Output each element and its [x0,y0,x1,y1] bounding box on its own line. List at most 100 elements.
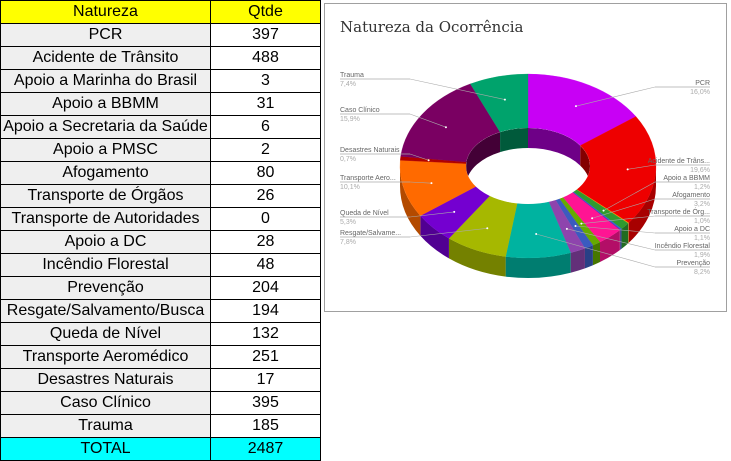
leader-line [566,228,656,251]
label-anchor [430,182,433,185]
table-row: Transporte de Órgãos 26 [0,184,321,208]
slice-side [584,245,593,269]
natureza-cell: Acidente de Trânsito [0,46,211,70]
slice-inner-wall [528,128,581,166]
leader-line [409,153,429,161]
table-row: Apoio a DC 28 [0,230,321,254]
qtde-cell: 397 [210,23,321,47]
natureza-cell: Apoio a Secretaria da Saúde [0,115,211,139]
natureza-cell: Resgate/Salvamento/Busca [0,299,211,323]
slice-percent: 19,6% [690,167,710,174]
slice-percent: 3,2% [694,201,710,208]
qtde-cell: 28 [210,230,321,254]
qtde-cell: 48 [210,253,321,277]
donut-chart: Trauma 7,4% Caso Clínico 15,9% Desastres Nat… [340,72,711,278]
qtde-cell: 31 [210,92,321,116]
slice-percent: 5,3% [340,219,356,226]
label-anchor [626,168,629,171]
table-row: Prevenção 204 [0,276,321,300]
label-anchor [444,126,447,129]
slice-label: Resgate/Salvame... [340,230,401,237]
slice-side [628,166,656,243]
slice-side [620,228,622,250]
table-row: Desastres Naturais 17 [0,368,321,392]
table-row: Afogamento 80 [0,161,321,185]
label-anchor [453,210,456,213]
table-row: Trauma 185 [0,414,321,438]
natureza-cell: Queda de Nível [0,322,211,346]
slice-percent: 15,9% [340,116,360,123]
qtde-cell: 6 [210,115,321,139]
natureza-cell: PCR [0,23,211,47]
natureza-cell: Apoio a Marinha do Brasil [0,69,211,93]
table-row: Incêndio Florestal 48 [0,253,321,277]
table-row: Transporte de Autoridades 0 [0,207,321,231]
natureza-table: Natureza Qtde PCR 397 Acidente de Trânsito 48… [0,0,321,461]
slice-percent: 16,0% [690,89,710,96]
leader-line [603,181,656,211]
slice-side [592,242,601,266]
slice-percent: 7,4% [340,81,356,88]
table-row: Queda de Nível 132 [0,322,321,346]
leader-line [409,228,488,238]
natureza-cell: Incêndio Florestal [0,253,211,277]
leader-line [575,225,656,234]
slice-label: Apoio a BBMM [663,175,710,182]
table-row: Apoio a Marinha do Brasil 3 [0,69,321,93]
table-row: Acidente de Trânsito 488 [0,46,321,70]
natureza-cell: Apoio a DC [0,230,211,254]
slice-label: Prevenção [677,260,711,267]
slice-label: Caso Clínico [340,107,380,114]
slice-side [570,248,585,273]
qtde-cell: Qtde [210,0,321,24]
natureza-cell: Apoio a PMSC [0,138,211,162]
table-row: Apoio a BBMM 31 [0,92,321,116]
label-anchor [580,222,583,225]
table-row: Caso Clínico 395 [0,391,321,415]
qtde-cell: 204 [210,276,321,300]
slice-percent: 1,0% [694,218,710,225]
qtde-cell: 26 [210,184,321,208]
qtde-cell: 488 [210,46,321,70]
qtde-cell: 185 [210,414,321,438]
qtde-cell: 132 [210,322,321,346]
slice-label: Transporte Aero... [340,175,396,182]
label-anchor [535,233,538,236]
slice-label: Afogamento [672,192,710,199]
chart-title: Natureza da Ocorrência [340,18,524,36]
table-row: Transporte Aeromédico 251 [0,345,321,369]
label-anchor [503,98,506,101]
natureza-cell: Afogamento [0,161,211,185]
slice-side [505,252,571,278]
table-row: Apoio a Secretaria da Saúde 6 [0,115,321,139]
table-row: PCR 397 [0,23,321,47]
leader-line [627,164,656,170]
table-row: Resgate/Salvamento/Busca 194 [0,299,321,323]
natureza-cell: Transporte de Autoridades [0,207,211,231]
slice-label: Desastres Naturais [340,147,400,154]
slice-side [628,222,629,244]
leader-line [409,113,447,128]
total-row: TOTAL 2487 [0,437,321,461]
slice-label: Transporte de Órg... [647,207,710,216]
leader-line [409,211,455,218]
slice-side [600,230,620,263]
slice-percent: 10,1% [340,184,360,191]
slice-side [420,215,449,259]
slice-label: Queda de Nível [340,210,389,217]
leader-line [592,198,656,219]
slice-inner-wall [580,145,590,186]
slice-inner-wall [466,132,501,182]
slice-percent: 0,7% [340,156,356,163]
qtde-cell: 395 [210,391,321,415]
slice-inner-wall [500,128,528,153]
leader-line [409,78,505,100]
label-anchor [602,209,605,212]
label-anchor [565,227,568,230]
slice-percent: 7,8% [340,239,356,246]
label-anchor [486,227,489,230]
leader-line [536,233,656,268]
label-anchor [574,225,577,228]
slice-percent: 8,2% [694,269,710,276]
natureza-cell: Caso Clínico [0,391,211,415]
